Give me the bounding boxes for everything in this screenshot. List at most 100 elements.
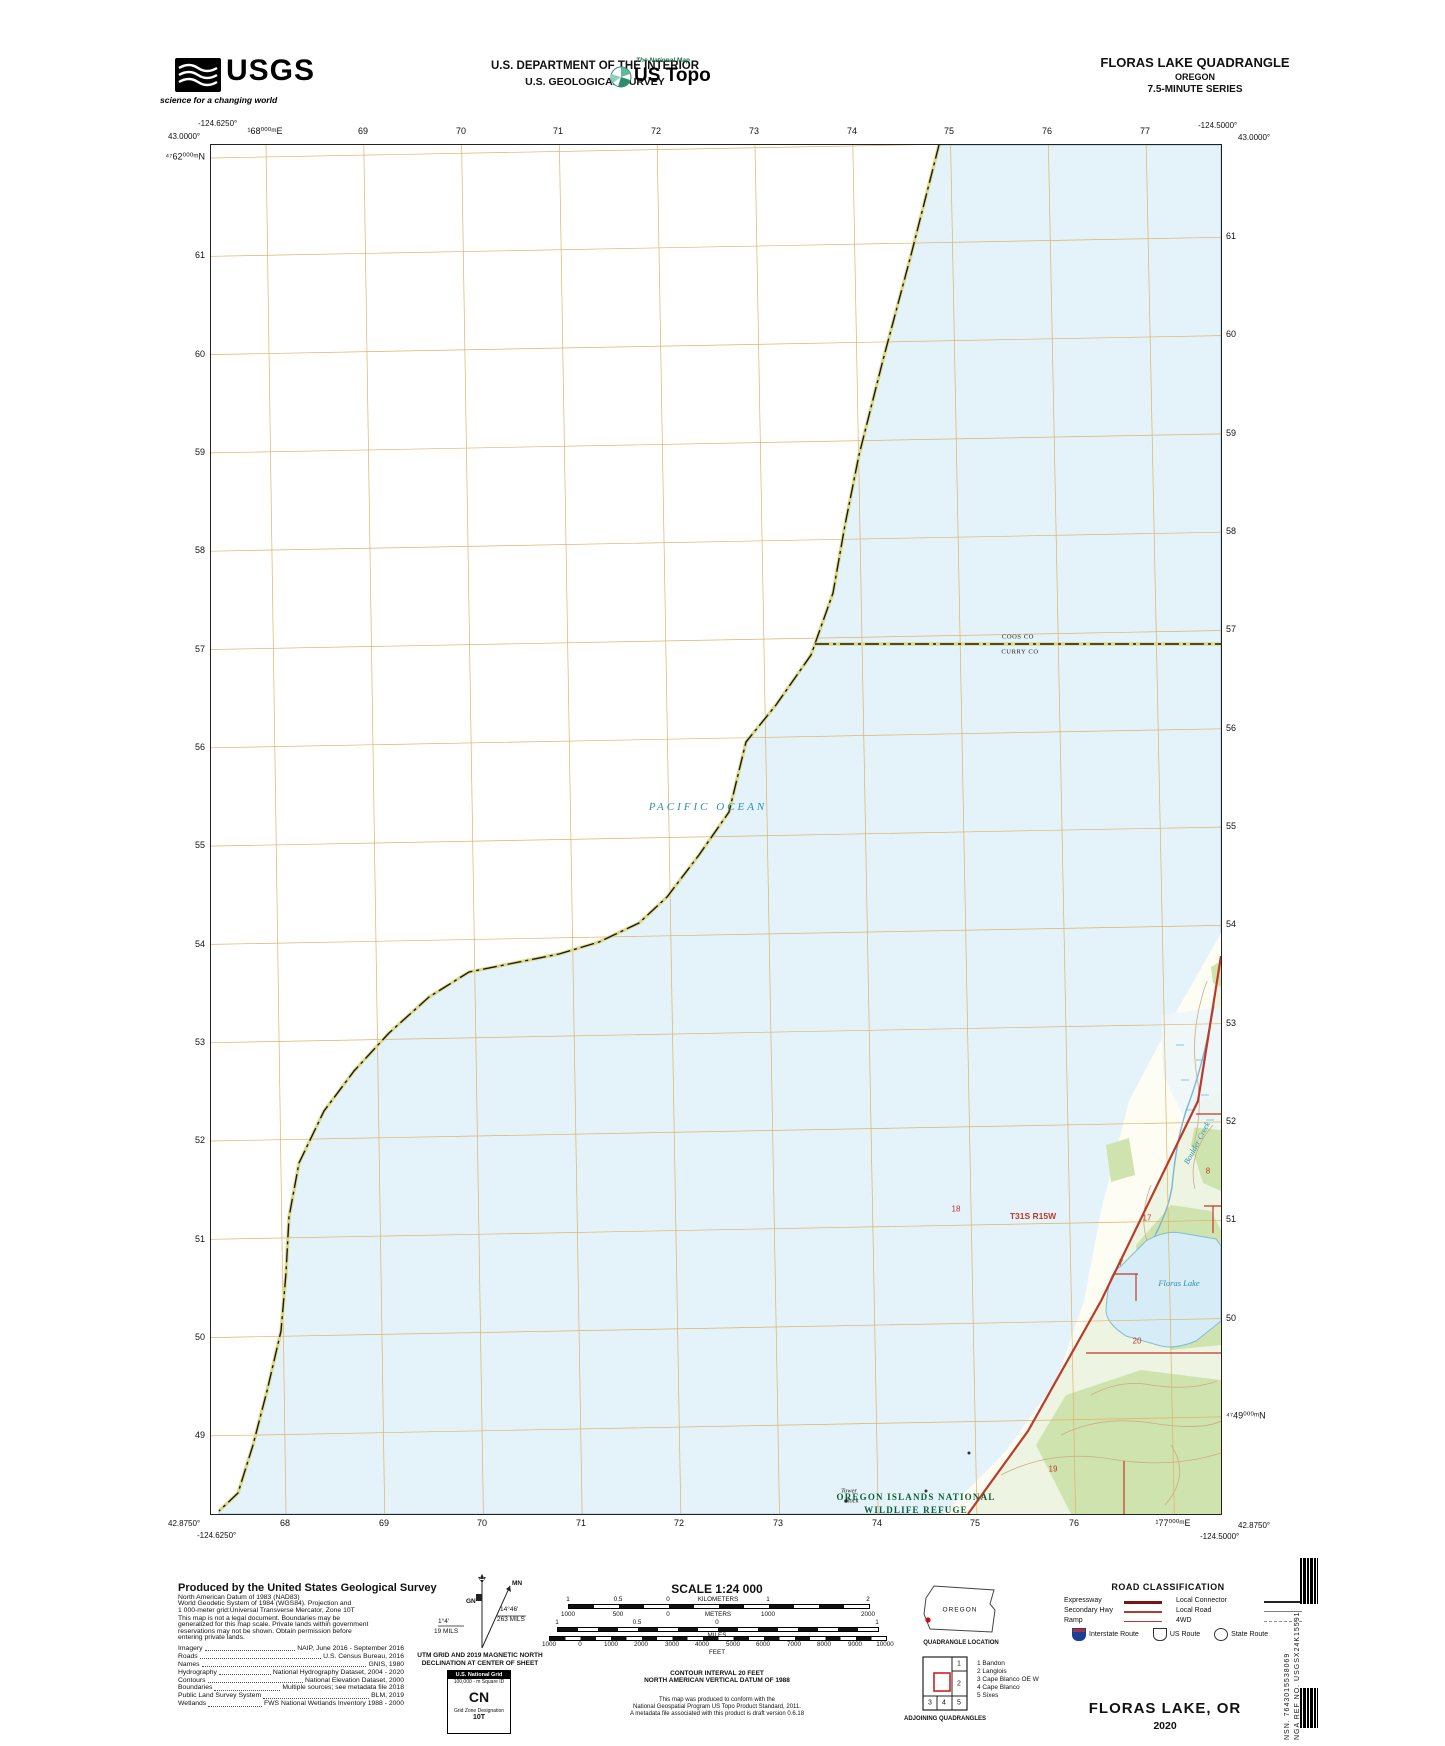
grid-label: 53 [194, 1037, 205, 1047]
grid-label: 69 [357, 126, 369, 136]
tick-label: 0 [666, 1611, 670, 1618]
corner-se-latitude: 42.8750° [1238, 1521, 1271, 1530]
grid-label: 57 [194, 644, 205, 654]
conformity-notes: This map was produced to conform with th… [547, 1697, 887, 1718]
section-number: 19 [1048, 1464, 1058, 1474]
grid-label: 76 [1041, 126, 1053, 136]
section-number: 18 [951, 1204, 961, 1214]
road-legend-row: 4WD [1176, 1617, 1326, 1627]
barcode-top [1300, 1558, 1318, 1604]
route-shield-label: US Route [1169, 1631, 1201, 1638]
coast-road [967, 955, 1221, 1514]
credit-row: Hydrography National Hydrography Dataset… [178, 1669, 404, 1677]
grid-label: 71 [575, 1518, 587, 1528]
grid-label: ⁴⁷62⁰⁰⁰ᵐN [165, 151, 205, 162]
adjoining-quad-name: 2 Langlois [977, 1668, 1007, 1675]
tower-rock-label-line2: Rock [845, 1497, 859, 1505]
adjoining-cell-1: 1 [957, 1660, 961, 1668]
credit-leader [204, 1645, 296, 1652]
meter-tick-labels: 1000 500 0 1000 2000 [0, 1611, 1445, 1619]
tick-label: 1000 [560, 1611, 576, 1618]
grid-label: 74 [871, 1518, 883, 1528]
datum-line: North American Datum of 1983 (NAD83) [178, 1594, 300, 1601]
grid-label: 75 [943, 126, 955, 136]
grid-label: 50 [1226, 1313, 1237, 1323]
corner-nw-latitude: 43.0000° [168, 132, 201, 141]
quadrangle-location-caption: QUADRANGLE LOCATION [923, 1640, 999, 1646]
grid-label: 59 [1226, 428, 1237, 438]
legal-line: entering private lands. [178, 1633, 245, 1641]
conformity-line: National Geospatial Program US Topo Prod… [633, 1704, 801, 1710]
magnetic-declination-value: 14°46′ [500, 1606, 519, 1613]
conformity-line: A metadata file associated with this pro… [629, 1711, 805, 1717]
grid-label: ¹77⁰⁰⁰ᵐE [1155, 1518, 1191, 1528]
utm-grid [211, 145, 1221, 1514]
adjoining-quad-name: 5 Sixes [977, 1692, 999, 1699]
usgs-wordmark: USGS [226, 54, 316, 87]
grid-label: 77 [1139, 126, 1151, 136]
grid-label: 76 [1068, 1518, 1080, 1528]
feet-unit: FEET [705, 1649, 729, 1656]
credit-source: Hydrography [178, 1668, 217, 1676]
tick-label: 0.5 [613, 1596, 623, 1603]
usgs-wave-icon [178, 63, 218, 87]
credit-source: Names [178, 1660, 200, 1668]
credit-value: GNIS, 1980 [368, 1660, 404, 1668]
usng-box: U.S. National Grid 100,000 - m Square ID… [447, 1670, 511, 1734]
magnetic-declination-mils: 263 MILS [497, 1616, 525, 1623]
grid-labels-right: 61 60 59 58 57 56 55 54 53 52 51 50 ⁴⁷49⁰⁰⁰ᵐN [1226, 144, 1306, 1513]
credit-value: BLM, 2019 [371, 1692, 404, 1700]
grid-label: 50 [194, 1332, 205, 1342]
conformity-line: This map was produced to conform with th… [658, 1697, 776, 1703]
grid-label: 49 [194, 1430, 205, 1440]
credit-source: Contours [178, 1676, 206, 1684]
tick-label: 3000 [664, 1641, 680, 1648]
usng-zone: 10T [472, 1714, 486, 1721]
route-shield-icon [1214, 1628, 1229, 1641]
grid-label: 75 [969, 1518, 981, 1528]
route-shield-item: State Route [1214, 1628, 1268, 1641]
tick-label: 4000 [694, 1641, 710, 1648]
feet-bar [549, 1636, 887, 1641]
mile-bar [557, 1627, 879, 1632]
credit-leader [201, 1661, 367, 1668]
road-legend-left: Expressway Secondary Hwy Ramp [1064, 1597, 1214, 1627]
section-number: 7 [1118, 1258, 1124, 1268]
km-tick-labels: 1 0.5 0 1 2 [0, 1596, 1445, 1604]
km-unit: KILOMETERS [694, 1596, 742, 1603]
grid-label: 70 [455, 126, 467, 136]
tick-label: 0.5 [632, 1619, 642, 1626]
contour-interval-note: CONTOUR INTERVAL 20 FEET [670, 1670, 764, 1677]
oregon-outline [923, 1585, 996, 1633]
coos-county-label: COOS CO [1001, 633, 1035, 641]
declination-caption-line1: UTM GRID AND 2019 MAGNETIC NORTH [417, 1652, 543, 1659]
produced-by: Produced by the United States Geological… [178, 1582, 437, 1594]
road-type-label: Local Connector [1176, 1597, 1227, 1604]
grid-label: 54 [1226, 919, 1237, 929]
tick-label: 1 [875, 1619, 879, 1626]
tick-label: 0 [715, 1619, 719, 1626]
tick-label: 1 [566, 1596, 570, 1603]
credit-leader [207, 1677, 303, 1683]
road-sample-line [1124, 1601, 1162, 1604]
datum-notes: North American Datum of 1983 (NAD83) Worl… [178, 1594, 355, 1614]
mile-unit: MILES [704, 1632, 730, 1639]
grid-label: 54 [194, 939, 205, 949]
utm-declination-value: 1°4′ [438, 1618, 450, 1625]
adjoining-diagram [922, 1656, 968, 1711]
road-sample-line [1264, 1621, 1302, 1622]
section-number: 20 [1132, 1336, 1142, 1346]
utm-declination-mils: 19 MILS [434, 1628, 459, 1635]
km-meter-bar [568, 1604, 870, 1609]
adjoining-quad-name: 4 Cape Blanco [977, 1684, 1020, 1691]
sheet-title: FLORAS LAKE, OR [1088, 1700, 1242, 1717]
map-graphics [211, 145, 1221, 1514]
credit-leader [208, 1700, 262, 1707]
road-sample-line [1124, 1621, 1162, 1622]
road-legend-row: Expressway [1064, 1597, 1214, 1607]
credit-leader [218, 1669, 271, 1676]
section-number: 17 [1142, 1213, 1152, 1223]
ocean-water [218, 145, 1221, 1514]
credit-source: Wetlands [178, 1700, 207, 1708]
grid-label: 51 [194, 1234, 205, 1244]
